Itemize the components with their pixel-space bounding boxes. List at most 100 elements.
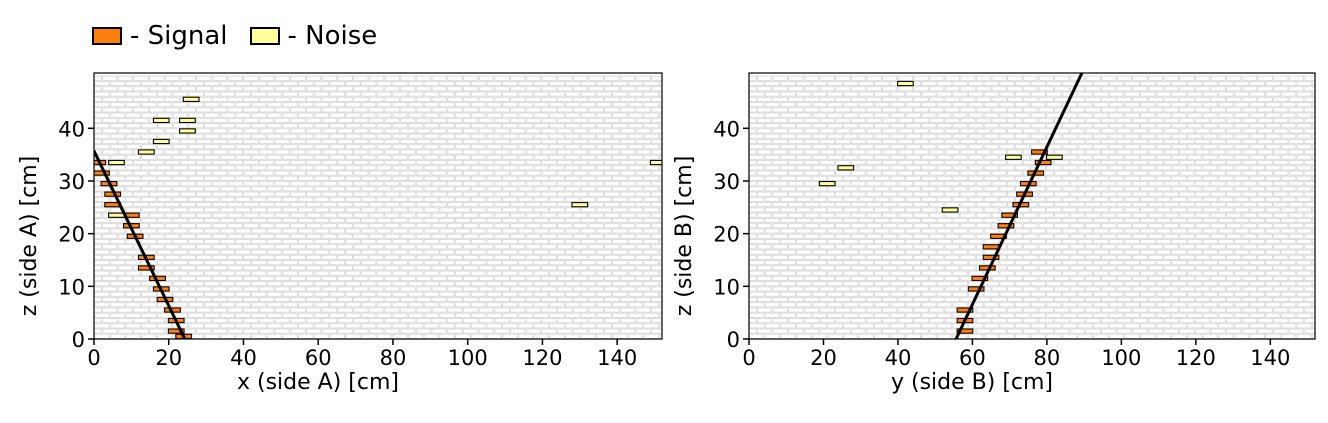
detector-cell bbox=[1132, 170, 1148, 176]
detector-cell bbox=[564, 238, 581, 245]
detector-cell bbox=[1187, 196, 1203, 202]
detector-cell bbox=[470, 112, 487, 118]
detector-cell bbox=[1069, 202, 1086, 208]
detector-cell bbox=[1257, 212, 1273, 218]
detector-cell bbox=[604, 107, 620, 113]
detector-cell bbox=[1187, 144, 1203, 150]
x-tick-label: 40 bbox=[230, 346, 257, 370]
detector-cell bbox=[1101, 223, 1117, 229]
detector-cell bbox=[819, 149, 835, 155]
detector-cell bbox=[882, 318, 898, 324]
detector-cell bbox=[251, 144, 267, 150]
detector-cell bbox=[1288, 275, 1305, 281]
detector-cell bbox=[360, 291, 377, 297]
detector-cell bbox=[1171, 270, 1187, 276]
detector-cell bbox=[204, 144, 220, 150]
detector-cell bbox=[392, 144, 408, 150]
detector-cell bbox=[874, 186, 890, 192]
detector-cell bbox=[243, 202, 259, 208]
detector-cell bbox=[1312, 333, 1315, 339]
detector-cell bbox=[455, 102, 471, 108]
detector-cell bbox=[1147, 328, 1164, 334]
detector-cell bbox=[921, 281, 937, 287]
detector-cell bbox=[1007, 107, 1023, 113]
detector-cell bbox=[1140, 249, 1156, 255]
detector-cell bbox=[368, 318, 385, 324]
detector-cell bbox=[494, 107, 510, 113]
detector-cell bbox=[1202, 91, 1219, 97]
detector-cell bbox=[431, 318, 447, 324]
detector-cell bbox=[219, 291, 236, 297]
detector-cell bbox=[149, 244, 165, 250]
detector-cell bbox=[1124, 144, 1140, 150]
detector-cell bbox=[274, 117, 291, 123]
detector-cell bbox=[612, 133, 628, 139]
detector-cell bbox=[549, 144, 565, 150]
detector-cell bbox=[274, 75, 291, 81]
detector-cell bbox=[470, 123, 487, 129]
detector-cell bbox=[321, 286, 338, 292]
detector-cell bbox=[1015, 144, 1031, 150]
detector-cell bbox=[1132, 254, 1148, 260]
detector-cell bbox=[952, 217, 968, 224]
signal-hit bbox=[982, 254, 1000, 261]
detector-cell bbox=[627, 270, 644, 276]
detector-cell bbox=[612, 238, 628, 245]
detector-cell bbox=[1022, 117, 1039, 123]
detector-cell bbox=[329, 249, 345, 255]
detector-cell bbox=[1140, 312, 1156, 318]
detector-cell bbox=[321, 328, 338, 334]
detector-cell bbox=[258, 275, 275, 281]
detector-cell bbox=[353, 265, 369, 271]
detector-cell bbox=[384, 181, 400, 187]
detector-cell bbox=[439, 260, 455, 266]
detector-cell bbox=[502, 323, 518, 329]
detector-cell bbox=[1187, 123, 1203, 129]
detector-cell bbox=[1187, 323, 1203, 329]
detector-cell bbox=[376, 80, 393, 87]
detector-cell bbox=[588, 107, 604, 113]
detector-cell bbox=[635, 265, 652, 271]
detector-cell bbox=[1147, 75, 1164, 81]
detector-cell bbox=[337, 117, 353, 123]
detector-cell bbox=[921, 228, 937, 234]
detector-cell bbox=[749, 302, 765, 308]
detector-cell bbox=[936, 312, 953, 318]
signal-hit bbox=[971, 275, 989, 282]
detector-cell bbox=[101, 128, 118, 134]
detector-cell bbox=[149, 159, 165, 166]
detector-cell bbox=[659, 91, 662, 97]
detector-cell bbox=[749, 112, 765, 118]
detector-cell bbox=[756, 202, 773, 208]
detector-cell bbox=[1163, 233, 1179, 239]
detector-cell bbox=[588, 318, 604, 324]
detector-cell bbox=[819, 307, 835, 313]
detector-cell bbox=[290, 191, 306, 197]
detector-cell bbox=[1116, 233, 1133, 239]
detector-cell bbox=[643, 196, 659, 202]
detector-cell bbox=[510, 286, 526, 292]
detector-cell bbox=[1296, 133, 1312, 139]
detector-cell bbox=[313, 217, 330, 224]
detector-cell bbox=[1108, 165, 1125, 171]
detector-cell bbox=[842, 102, 859, 108]
detector-cell bbox=[1320, 329, 1328, 333]
detector-cell bbox=[1077, 102, 1093, 108]
detector-cell bbox=[1312, 249, 1315, 255]
detector-cell bbox=[376, 249, 393, 255]
detector-cell bbox=[1093, 102, 1109, 108]
detector-cell bbox=[1163, 107, 1179, 113]
detector-cell bbox=[258, 170, 275, 176]
detector-cell bbox=[415, 212, 432, 218]
detector-cell bbox=[298, 228, 314, 234]
detector-cell bbox=[219, 144, 236, 150]
detector-cell bbox=[439, 154, 455, 160]
detector-cell bbox=[643, 133, 659, 139]
detector-cell bbox=[125, 270, 141, 276]
detector-cell bbox=[329, 312, 345, 318]
detector-cell bbox=[1061, 186, 1078, 192]
detector-cell bbox=[156, 238, 173, 245]
detector-cell bbox=[258, 117, 275, 123]
detector-cell bbox=[635, 307, 652, 313]
detector-cell bbox=[384, 149, 400, 155]
